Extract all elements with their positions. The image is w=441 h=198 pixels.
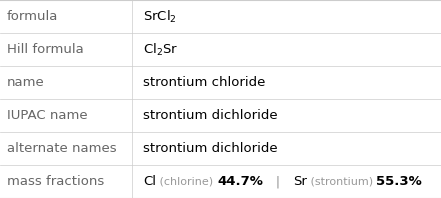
Text: Hill formula: Hill formula — [7, 43, 83, 56]
Text: 55.3%: 55.3% — [376, 175, 422, 188]
Text: strontium dichloride: strontium dichloride — [143, 142, 278, 155]
Text: Cl$_2$Sr: Cl$_2$Sr — [143, 41, 179, 58]
Text: alternate names: alternate names — [7, 142, 116, 155]
Text: Cl: Cl — [143, 175, 156, 188]
Text: Sr: Sr — [293, 175, 306, 188]
Text: formula: formula — [7, 10, 58, 23]
Text: (strontium): (strontium) — [306, 176, 376, 187]
Text: strontium dichloride: strontium dichloride — [143, 109, 278, 122]
Text: |: | — [263, 175, 293, 188]
Text: 44.7%: 44.7% — [217, 175, 263, 188]
Text: name: name — [7, 76, 45, 89]
Text: SrCl$_2$: SrCl$_2$ — [143, 9, 177, 25]
Text: strontium chloride: strontium chloride — [143, 76, 265, 89]
Text: mass fractions: mass fractions — [7, 175, 104, 188]
Text: (chlorine): (chlorine) — [156, 176, 217, 187]
Text: IUPAC name: IUPAC name — [7, 109, 87, 122]
